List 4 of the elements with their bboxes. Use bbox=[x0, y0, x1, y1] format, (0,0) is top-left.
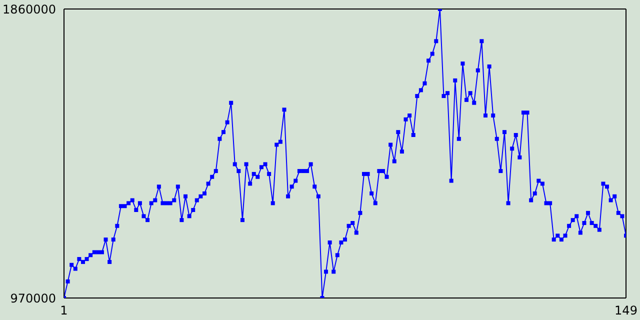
x-tick-label: 1 bbox=[60, 304, 68, 318]
y-tick-label: 1860000 bbox=[2, 2, 56, 16]
x-tick-label: 149 bbox=[614, 304, 638, 318]
y-tick-label: 970000 bbox=[10, 291, 56, 306]
